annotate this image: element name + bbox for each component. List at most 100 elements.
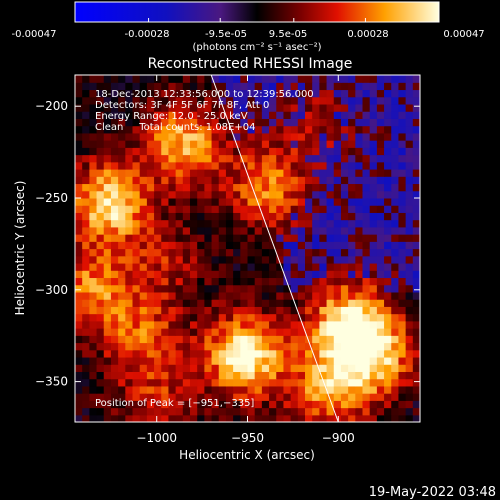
heatmap-cell	[340, 248, 349, 257]
heatmap-cell	[96, 234, 105, 242]
heatmap-cell	[175, 103, 184, 112]
heatmap-cell	[146, 234, 155, 242]
heatmap-cell	[103, 125, 112, 134]
heatmap-cell	[168, 270, 177, 279]
heatmap-cell	[154, 371, 162, 380]
heatmap-cell	[233, 400, 241, 409]
heatmap-cell	[190, 176, 198, 185]
heatmap-cell	[125, 284, 134, 293]
heatmap-cell	[405, 176, 414, 185]
heatmap-cell	[118, 205, 126, 213]
heatmap-cell	[348, 118, 356, 127]
heatmap-cell	[146, 342, 155, 351]
heatmap-cell	[391, 234, 400, 242]
heatmap-cell	[276, 299, 285, 307]
heatmap-cell	[312, 248, 320, 257]
heatmap-cell	[190, 154, 198, 163]
heatmap-cell	[204, 320, 213, 329]
heatmap-cell	[146, 284, 155, 293]
heatmap-cell	[254, 342, 263, 351]
heatmap-cell	[290, 89, 299, 98]
heatmap-cell	[398, 118, 407, 127]
heatmap-cell	[82, 190, 90, 199]
heatmap-cell	[89, 414, 98, 422]
heatmap-cell	[348, 393, 356, 401]
heatmap-cell	[233, 255, 241, 264]
heatmap-cell	[233, 349, 241, 358]
heatmap-cell	[197, 190, 205, 199]
heatmap-cell	[312, 400, 320, 409]
heatmap-cell	[297, 262, 306, 271]
heatmap-cell	[355, 306, 364, 315]
heatmap-cell	[269, 241, 277, 250]
heatmap-cell	[269, 320, 277, 329]
heatmap-cell	[254, 262, 263, 271]
heatmap-cell	[168, 356, 177, 365]
heatmap-cell	[168, 161, 177, 170]
heatmap-cell	[355, 154, 364, 163]
heatmap-cell	[103, 349, 112, 358]
heatmap-cell	[182, 255, 191, 264]
heatmap-cell	[96, 154, 105, 163]
heatmap-cell	[211, 349, 220, 358]
heatmap-cell	[362, 393, 371, 401]
heatmap-cell	[305, 342, 313, 351]
heatmap-cell	[369, 96, 378, 105]
heatmap-cell	[362, 226, 371, 235]
heatmap-cell	[376, 205, 385, 213]
heatmap-cell	[240, 385, 249, 394]
heatmap-cell	[82, 364, 90, 372]
heatmap-cell	[139, 226, 148, 235]
colorbar-tick-4: 0.00028	[347, 29, 388, 40]
heatmap-cell	[333, 219, 342, 228]
heatmap-cell	[405, 183, 414, 192]
heatmap-cell	[240, 154, 249, 163]
heatmap-cell	[96, 291, 105, 300]
heatmap-cell	[326, 154, 335, 163]
heatmap-cell	[340, 378, 349, 387]
heatmap-cell	[355, 219, 364, 228]
heatmap-cell	[398, 132, 407, 141]
heatmap-cell	[233, 132, 241, 141]
heatmap-cell	[276, 111, 285, 119]
heatmap-cell	[319, 118, 328, 127]
heatmap-cell	[82, 168, 90, 177]
heatmap-cell	[75, 284, 83, 293]
heatmap-cell	[297, 96, 306, 105]
heatmap-cell	[190, 364, 198, 372]
heatmap-cell	[405, 75, 414, 83]
heatmap-cell	[103, 371, 112, 380]
heatmap-cell	[132, 226, 141, 235]
heatmap-cell	[225, 75, 234, 83]
heatmap-cell	[276, 147, 285, 156]
heatmap-cell	[75, 161, 83, 170]
heatmap-cell	[110, 212, 119, 221]
heatmap-cell	[261, 299, 270, 307]
heatmap-cell	[412, 125, 420, 134]
heatmap-cell	[240, 241, 249, 250]
heatmap-cell	[190, 277, 198, 286]
heatmap-cell	[118, 414, 126, 422]
heatmap-cell	[412, 255, 420, 264]
heatmap-cell	[96, 197, 105, 206]
heatmap-cell	[218, 118, 227, 127]
heatmap-cell	[218, 291, 227, 300]
heatmap-cell	[384, 212, 392, 221]
heatmap-cell	[96, 378, 105, 387]
heatmap-cell	[89, 262, 98, 271]
heatmap-cell	[225, 328, 234, 336]
heatmap-cell	[312, 385, 320, 394]
heatmap-cell	[247, 103, 256, 112]
heatmap-cell	[82, 82, 90, 91]
heatmap-cell	[182, 205, 191, 213]
heatmap-cell	[132, 342, 141, 351]
heatmap-cell	[283, 147, 292, 156]
heatmap-cell	[118, 291, 126, 300]
heatmap-cell	[261, 407, 270, 416]
heatmap-cell	[82, 393, 90, 401]
heatmap-cell	[269, 82, 277, 91]
heatmap-cell	[182, 75, 191, 83]
heatmap-cell	[340, 103, 349, 112]
heatmap-cell	[89, 364, 98, 372]
heatmap-cell	[190, 82, 198, 91]
